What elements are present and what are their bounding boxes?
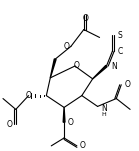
Polygon shape <box>93 65 107 79</box>
Text: O: O <box>124 80 130 89</box>
Polygon shape <box>63 107 65 122</box>
Text: O: O <box>83 14 89 23</box>
Text: C: C <box>117 47 123 56</box>
Text: H: H <box>101 112 106 117</box>
Text: O: O <box>80 141 86 150</box>
Text: O: O <box>7 120 13 129</box>
Text: O: O <box>26 91 32 100</box>
Polygon shape <box>50 59 56 78</box>
Text: O: O <box>68 118 74 127</box>
Text: S: S <box>117 31 122 40</box>
Text: O: O <box>74 61 80 70</box>
Text: N: N <box>101 104 107 113</box>
Text: N: N <box>111 61 117 71</box>
Text: O: O <box>64 42 70 51</box>
